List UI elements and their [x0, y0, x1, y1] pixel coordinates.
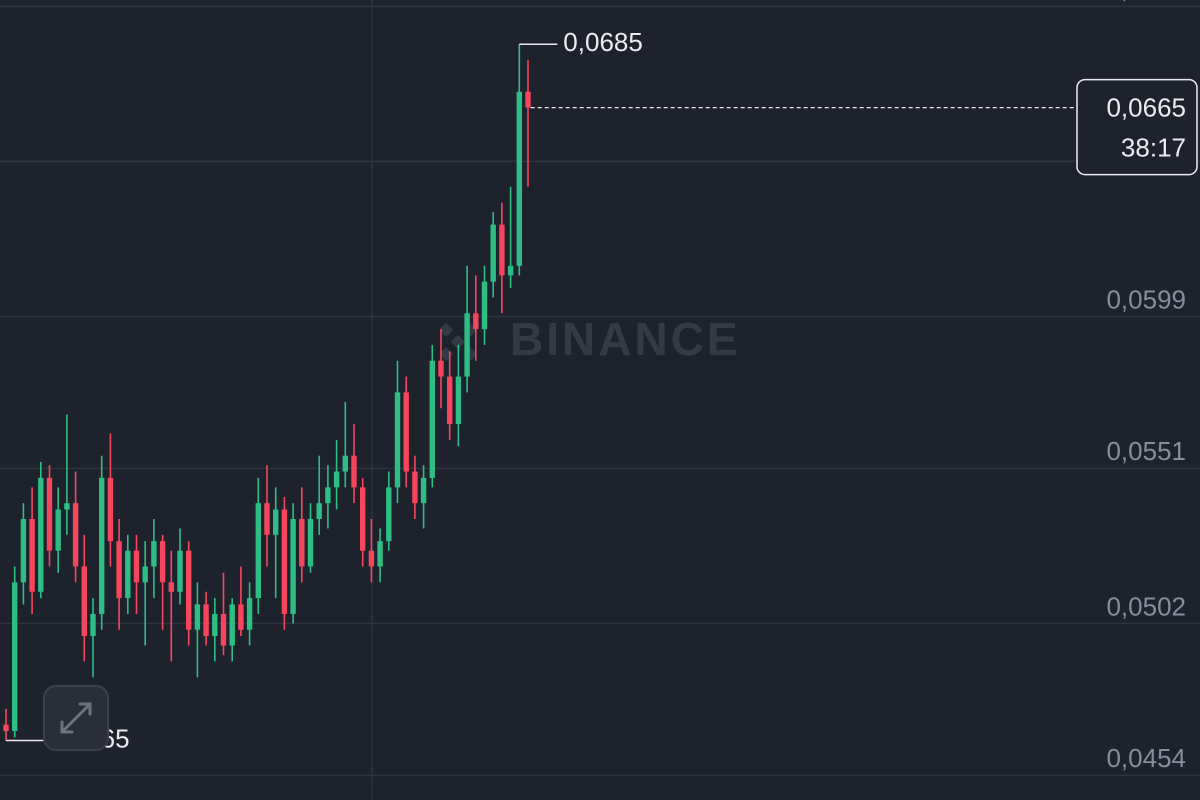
- candle-body: [3, 724, 9, 732]
- labels: 0,04540,05020,05510,05990,06480,06970,06…: [6, 0, 1198, 773]
- candle-body: [290, 518, 296, 614]
- candle-body: [351, 455, 357, 488]
- candle-body: [90, 613, 96, 637]
- candle-body: [255, 503, 261, 599]
- candle-body: [133, 550, 140, 583]
- candle-body: [394, 392, 401, 488]
- candle-body: [525, 91, 531, 108]
- candle-body: [194, 604, 201, 630]
- candle-body: [447, 376, 453, 425]
- candle-body: [403, 392, 409, 472]
- candle-body: [281, 509, 288, 614]
- candle-body: [12, 582, 18, 732]
- candle-body: [377, 541, 383, 567]
- candle-body: [368, 550, 375, 567]
- y-tick-label: 0,0502: [1106, 591, 1186, 621]
- candle-body: [29, 518, 35, 592]
- candle-body: [490, 224, 496, 282]
- candle-body: [186, 550, 192, 630]
- candle-body: [212, 613, 218, 637]
- watermark: BINANCE: [438, 313, 741, 365]
- candle-body: [412, 471, 418, 504]
- watermark-text: BINANCE: [510, 313, 741, 365]
- candle-body: [420, 477, 427, 504]
- candle-body: [316, 503, 322, 519]
- high-label: 0,0685: [563, 27, 643, 57]
- y-tick-label: 0,0454: [1106, 743, 1186, 773]
- candle-body: [299, 518, 305, 567]
- expand-icon: [60, 702, 92, 734]
- y-tick-label: 0,0551: [1106, 436, 1186, 466]
- candle-body: [246, 598, 253, 630]
- candle-body: [507, 265, 514, 276]
- candle-body: [20, 518, 27, 583]
- candle-body: [333, 471, 340, 488]
- candle-body: [273, 509, 279, 535]
- countdown: 38:17: [1121, 132, 1186, 162]
- candle-body: [142, 566, 148, 583]
- candle-body: [307, 518, 314, 567]
- candle-body: [264, 503, 270, 535]
- last-price-label: 0,0665: [1106, 92, 1186, 122]
- candles: [3, 44, 531, 741]
- candle-body: [455, 376, 462, 425]
- candle-body: [438, 360, 444, 377]
- candle-body: [107, 477, 114, 542]
- candle-body: [360, 487, 366, 551]
- candle-body: [177, 550, 183, 592]
- candle-body: [72, 503, 79, 567]
- candle-body: [203, 604, 209, 637]
- candle-body: [473, 313, 479, 330]
- candle-body: [46, 477, 53, 551]
- candle-body: [159, 541, 166, 583]
- candle-body: [325, 487, 331, 504]
- candle-body: [342, 455, 348, 472]
- last-price-box: [1076, 78, 1198, 176]
- candle-body: [64, 503, 70, 510]
- candle-body: [55, 509, 61, 551]
- candle-body: [499, 224, 505, 276]
- candle-body: [125, 550, 131, 599]
- candle-body: [238, 604, 244, 630]
- candle-body: [220, 613, 227, 646]
- candle-body: [99, 477, 105, 614]
- candle-body: [168, 582, 174, 592]
- expand-button[interactable]: [43, 685, 109, 751]
- candle-body: [481, 281, 488, 330]
- y-tick-label: 0,0697: [1106, 0, 1186, 4]
- candle-body: [116, 541, 122, 599]
- candle-body: [429, 360, 435, 478]
- candle-body: [386, 487, 392, 542]
- candle-body: [151, 541, 157, 567]
- candle-body: [229, 604, 235, 646]
- candle-body: [464, 313, 470, 377]
- candle-body: [516, 91, 522, 266]
- candle-body: [38, 477, 44, 592]
- y-tick-label: 0,0599: [1106, 284, 1186, 314]
- candle-body: [81, 566, 87, 637]
